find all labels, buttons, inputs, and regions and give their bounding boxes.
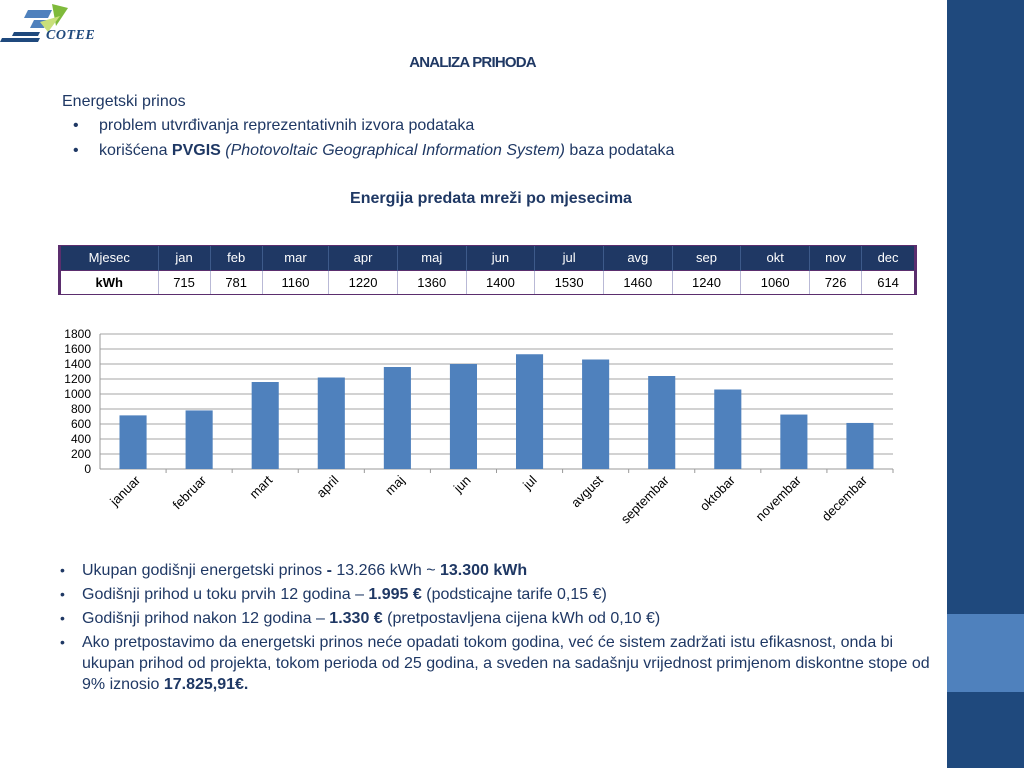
table-cell: 781 [210, 269, 263, 294]
y-tick-label: 200 [71, 447, 91, 461]
table-header-cell: avg [603, 246, 673, 270]
intro-bullet-list: problem utvrđivanja reprezentativnih izv… [73, 117, 674, 167]
y-tick-label: 600 [71, 417, 91, 431]
bar [582, 359, 610, 469]
bar [648, 376, 676, 469]
bar [119, 415, 147, 469]
logo-mark-icon [0, 4, 68, 42]
table-cell: 1240 [672, 269, 742, 294]
table-cell: 1220 [328, 269, 398, 294]
table-cell: 1060 [740, 269, 811, 294]
bar [714, 389, 742, 469]
intro-heading: Energetski prinos [62, 93, 186, 110]
bar [185, 410, 213, 469]
bar [515, 354, 544, 469]
x-tick-label: jun [450, 473, 474, 497]
table-header-cell: maj [397, 246, 467, 270]
bar [780, 414, 808, 469]
list-item: problem utvrđivanja reprezentativnih izv… [73, 117, 674, 142]
list-item: korišćena PVGIS (Photovoltaic Geographic… [73, 142, 674, 167]
x-tick-label: oktobar [697, 472, 739, 514]
company-logo: COTEE [0, 2, 110, 46]
table-cell: 614 [861, 269, 917, 294]
table-cell: 1160 [262, 269, 330, 294]
x-tick-label: januar [106, 472, 143, 509]
y-tick-label: 1000 [64, 387, 91, 401]
y-tick-label: 1600 [64, 342, 91, 356]
y-tick-label: 1200 [64, 372, 91, 386]
bar [251, 382, 279, 469]
y-tick-label: 400 [71, 432, 91, 446]
table-cell: 1400 [466, 269, 536, 294]
summary-bullet-list: Ukupan godišnji energetski prinos - 13.2… [60, 560, 940, 698]
table-cell: 1460 [603, 269, 673, 294]
table-header-cell: dec [861, 246, 917, 270]
monthly-energy-table: Mjesec jan feb mar apr maj jun jul avg sep okt nov d… [59, 246, 917, 294]
y-tick-label: 1800 [64, 327, 91, 341]
list-item: Ukupan godišnji energetski prinos - 13.2… [60, 560, 940, 581]
chart-title: Energija predata mreži po mjesecima [350, 190, 632, 207]
table-header-cell: sep [672, 246, 742, 270]
table-cell: 726 [809, 269, 863, 294]
table-header-row: Mjesec jan feb mar apr maj jun jul avg sep okt nov d… [59, 246, 917, 270]
bar [846, 422, 874, 469]
table-header-cell: jul [534, 246, 604, 270]
x-tick-label: april [313, 472, 341, 500]
table-cell: 1530 [534, 269, 604, 294]
table-cell: 1360 [397, 269, 467, 294]
y-tick-label: 800 [71, 402, 91, 416]
x-tick-label: februar [170, 472, 210, 512]
bar [317, 377, 345, 469]
x-tick-label: maj [382, 472, 407, 497]
y-tick-label: 0 [84, 462, 91, 476]
table-header-label: Mjesec [59, 246, 159, 270]
y-tick-label: 1400 [64, 357, 91, 371]
table-header-cell: jun [466, 246, 536, 270]
x-tick-label: jul [519, 472, 540, 493]
table-header-cell: apr [328, 246, 398, 270]
table-header-cell: okt [740, 246, 811, 270]
list-item: Ako pretpostavimo da energetski prinos n… [60, 632, 940, 695]
table-row-label: kWh [59, 269, 159, 294]
x-tick-label: novembar [753, 472, 805, 524]
table-header-cell: jan [158, 246, 211, 270]
x-tick-label: decembar [819, 472, 871, 524]
table-row: kWh 715 781 1160 1220 1360 1400 1530 1460 1240 106… [59, 269, 917, 294]
list-item: Godišnji prihod u toku prvih 12 godina –… [60, 584, 940, 605]
table-header-cell: nov [809, 246, 863, 270]
table-header-cell: mar [262, 246, 330, 270]
bar [449, 364, 478, 469]
bar [383, 367, 411, 469]
table-cell: 715 [158, 269, 211, 294]
side-decorative-band [947, 0, 1024, 768]
side-band-accent [947, 614, 1024, 692]
table-header-cell: feb [210, 246, 263, 270]
slide-title: ANALIZA PRIHODA [409, 54, 536, 71]
x-tick-label: mart [246, 472, 275, 501]
logo-text: COTEE [46, 28, 96, 43]
x-tick-label: avgust [568, 472, 606, 510]
x-tick-label: septembar [618, 472, 673, 527]
list-item: Godišnji prihod nakon 12 godina – 1.330 … [60, 608, 940, 629]
